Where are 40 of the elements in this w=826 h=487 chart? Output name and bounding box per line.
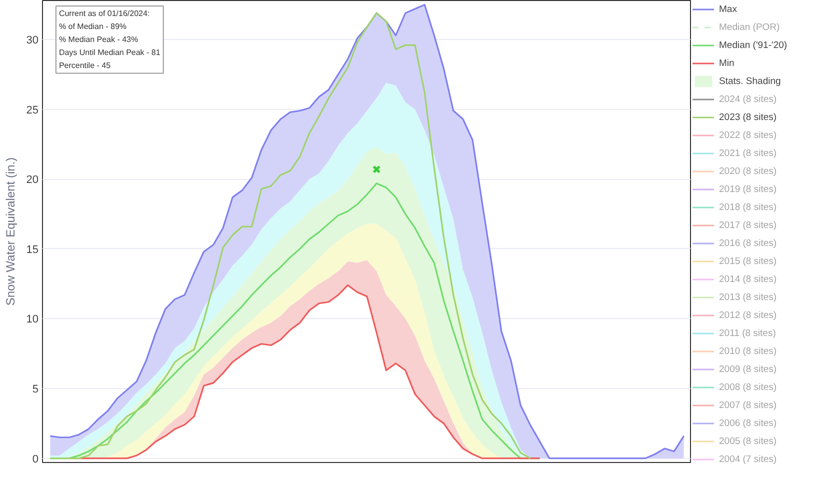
- legend-label: 2004 (7 sites): [719, 452, 777, 466]
- annotation: Days Until Median Peak - 81: [58, 48, 161, 58]
- legend-label: 2007 (8 sites): [719, 398, 777, 412]
- legend-label: Stats. Shading: [719, 74, 781, 88]
- legend-label: Median ('91-'20): [719, 38, 788, 52]
- legend-label: 2017 (8 sites): [719, 218, 777, 232]
- legend-label: 2008 (8 sites): [719, 380, 777, 394]
- legend-label: 2006 (8 sites): [719, 416, 777, 430]
- y-axis-title: Snow Water Equivalent (in.): [3, 157, 18, 306]
- legend-label: 2019 (8 sites): [719, 182, 777, 196]
- legend-label: 2013 (8 sites): [719, 290, 777, 304]
- legend-label: Min: [719, 56, 736, 70]
- legend-label: Median (POR): [719, 20, 780, 34]
- y-tick-label: 25: [26, 104, 39, 116]
- legend-label: 2022 (8 sites): [719, 128, 777, 142]
- annotation: % of Median - 89%: [58, 22, 127, 32]
- line-series: [49, 12, 531, 460]
- legend-label: 2024 (8 sites): [719, 92, 777, 106]
- annotation: Current as of 01/16/2024:: [58, 9, 150, 18]
- legend-label: 2012 (8 sites): [719, 308, 777, 322]
- legend-label: 2015 (8 sites): [719, 254, 777, 268]
- legend-label: 2005 (8 sites): [719, 434, 777, 448]
- y-tick-label: 0: [32, 453, 39, 466]
- y-tick-label: 5: [32, 384, 39, 396]
- y-tick-label: 30: [26, 34, 39, 47]
- y-tick-label: 10: [26, 314, 39, 326]
- annotation: % Median Peak - 43%: [58, 35, 138, 44]
- legend-label: 2016 (8 sites): [719, 236, 777, 250]
- legend-label: Max: [719, 2, 738, 16]
- y-tick-label: 20: [26, 174, 39, 186]
- legend-label: 2020 (8 sites): [719, 164, 777, 178]
- legend-label: 2018 (8 sites): [719, 200, 777, 214]
- y-tick-label: 15: [26, 244, 39, 256]
- annotation: Percentile - 45: [58, 61, 112, 70]
- legend-label: 2009 (8 sites): [719, 362, 777, 376]
- legend-label: 2011 (8 sites): [719, 326, 776, 340]
- legend-label: 2021 (8 sites): [719, 146, 777, 160]
- legend-label: 2014 (8 sites): [719, 272, 777, 286]
- legend-label: 2023 (8 sites): [719, 110, 777, 124]
- legend-label: 2010 (8 sites): [719, 344, 777, 358]
